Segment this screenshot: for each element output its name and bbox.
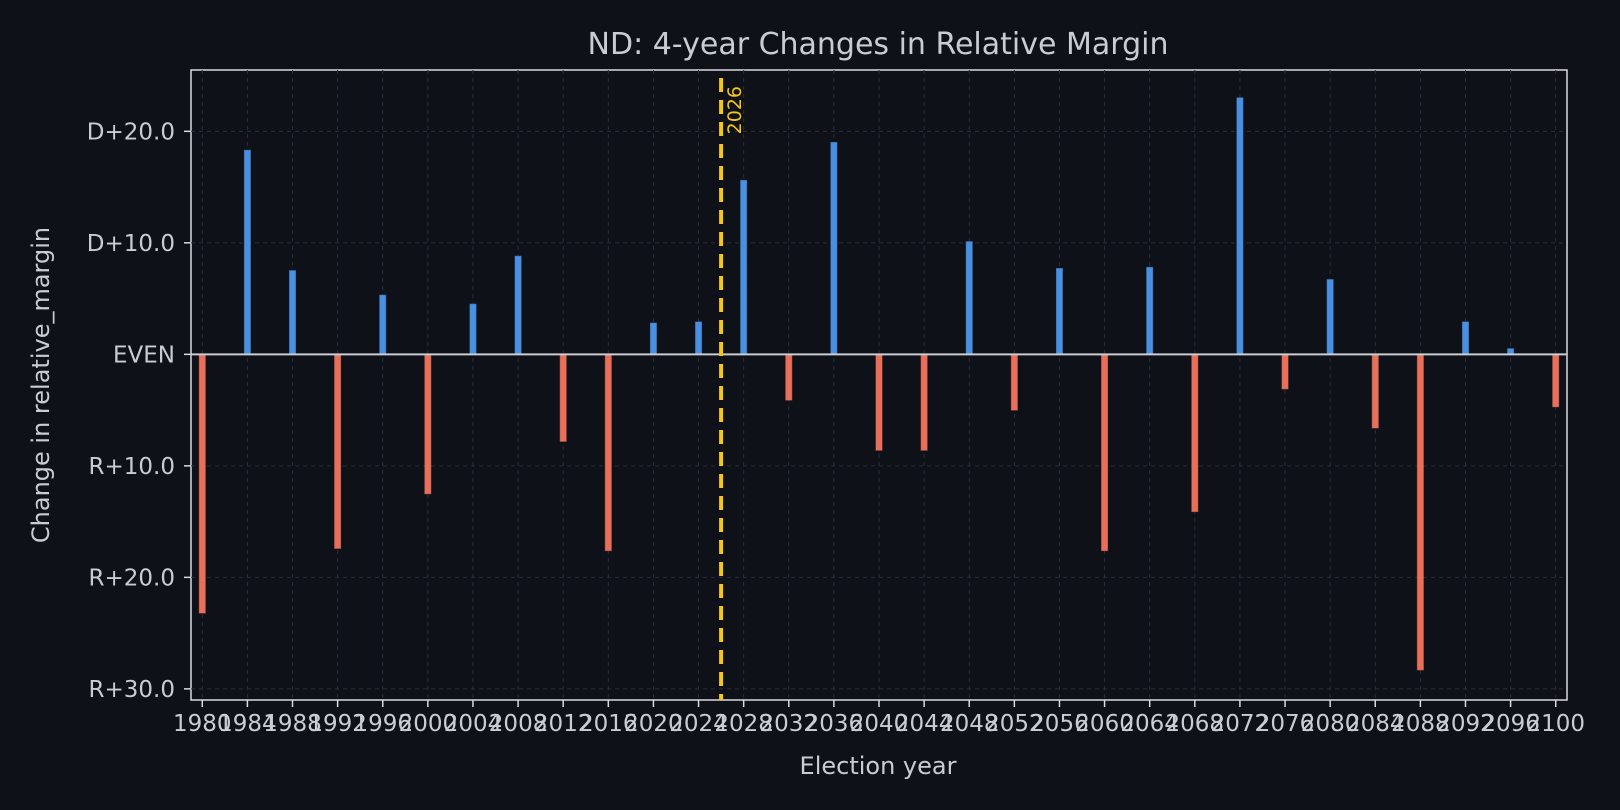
bar <box>1101 353 1109 552</box>
bar <box>1552 353 1560 408</box>
bar <box>875 353 883 451</box>
x-tick-label: 2068 <box>1166 711 1225 737</box>
x-tick-label: 1980 <box>173 711 232 737</box>
x-tick-label: 2052 <box>985 711 1044 737</box>
plot-area: 2026 <box>190 69 1568 701</box>
x-tick-label: 2032 <box>759 711 818 737</box>
bar <box>1146 266 1154 355</box>
x-tick-label: 2036 <box>805 711 864 737</box>
bar <box>334 353 342 549</box>
bar <box>1236 97 1244 355</box>
x-tick-label: 2088 <box>1391 711 1450 737</box>
bar <box>469 303 477 355</box>
y-tick-label: R+10.0 <box>89 454 175 480</box>
bar <box>1010 353 1018 411</box>
x-tick-label: 1996 <box>353 711 412 737</box>
bar <box>695 321 703 355</box>
x-tick-label: 2064 <box>1120 711 1179 737</box>
bar <box>559 353 567 442</box>
bar <box>830 141 838 355</box>
x-tick-label: 2076 <box>1256 711 1315 737</box>
year-marker: 2026 <box>719 78 746 700</box>
y-tick-label: R+20.0 <box>89 565 175 591</box>
y-tick-label: EVEN <box>113 342 175 368</box>
x-tick-label: 2080 <box>1301 711 1360 737</box>
bar <box>604 353 612 552</box>
x-tick-label: 2016 <box>579 711 638 737</box>
x-tick-label: 2044 <box>895 711 954 737</box>
bar <box>920 353 928 451</box>
bar <box>243 149 251 355</box>
bar <box>649 322 657 355</box>
x-axis-title: Election year <box>800 752 957 780</box>
bar <box>1191 353 1199 513</box>
x-tick-label: 2028 <box>714 711 773 737</box>
x-tick-label: 2056 <box>1030 711 1089 737</box>
y-tick-label: D+10.0 <box>87 231 175 257</box>
bar <box>785 353 793 401</box>
x-tick-label: 2092 <box>1436 711 1495 737</box>
x-tick-label: 2004 <box>444 711 503 737</box>
bar <box>289 270 297 355</box>
bar <box>1416 353 1424 671</box>
x-tick-label: 2084 <box>1346 711 1405 737</box>
x-tick-label: 2100 <box>1526 711 1585 737</box>
bar <box>1371 353 1379 429</box>
bar <box>740 179 748 355</box>
y-tick-label: D+20.0 <box>87 119 175 145</box>
bar <box>514 255 522 355</box>
x-tick-label: 2040 <box>850 711 909 737</box>
y-axis-title: Change in relative_margin <box>27 227 55 543</box>
bar <box>1281 353 1289 390</box>
bars <box>191 97 1567 671</box>
x-tick-label: 2048 <box>940 711 999 737</box>
x-tick-label: 1992 <box>308 711 367 737</box>
x-tick-label: 2096 <box>1481 711 1540 737</box>
y-axis: D+20.0 D+10.0 EVEN R+10.0 R+20.0 R+30.0 <box>87 119 191 703</box>
x-tick-label: 2072 <box>1211 711 1270 737</box>
x-tick-label: 1984 <box>218 711 277 737</box>
y-tick-label: R+30.0 <box>89 677 175 703</box>
bar <box>1326 279 1334 355</box>
x-tick-label: 2020 <box>624 711 683 737</box>
x-tick-label: 2000 <box>399 711 458 737</box>
x-tick-label: 2060 <box>1075 711 1134 737</box>
x-tick-label: 2024 <box>669 711 728 737</box>
x-axis: 1980198419881992199620002004200820122016… <box>173 700 1585 737</box>
marker-label: 2026 <box>724 86 746 134</box>
bar <box>965 241 973 355</box>
bar <box>379 294 387 355</box>
bar <box>1461 321 1469 355</box>
x-tick-label: 2008 <box>489 711 548 737</box>
bar <box>424 353 432 495</box>
bar <box>198 353 206 614</box>
x-tick-label: 1988 <box>263 711 322 737</box>
bar <box>1055 267 1063 355</box>
x-tick-label: 2012 <box>534 711 593 737</box>
chart-title: ND: 4-year Changes in Relative Margin <box>588 27 1169 62</box>
